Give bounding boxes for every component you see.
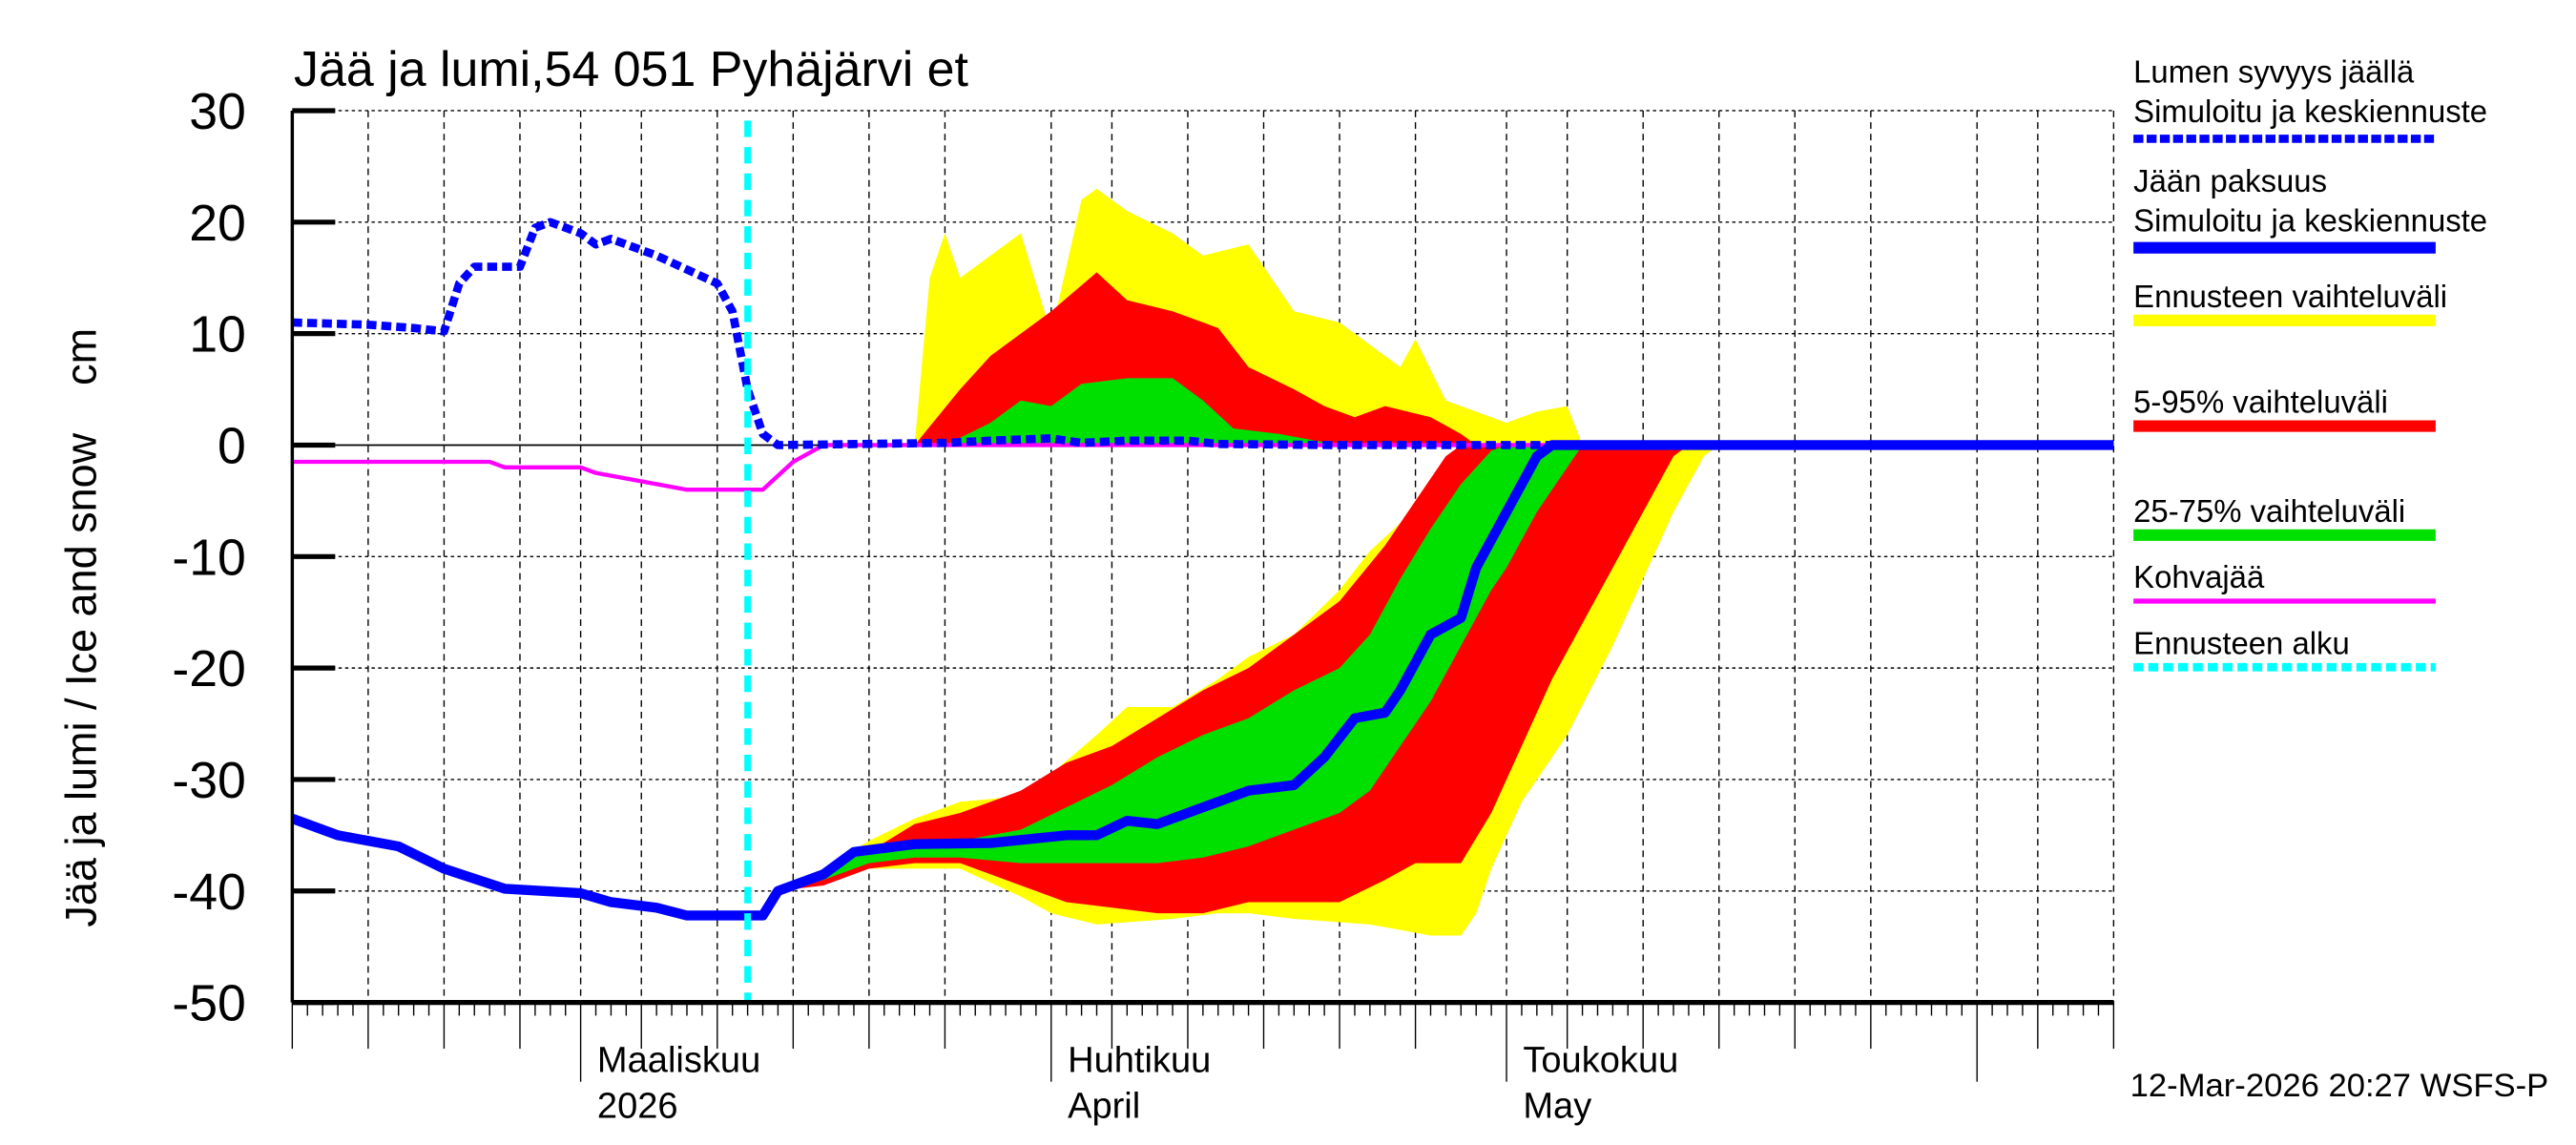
chart-title: Jää ja lumi,54 051 Pyhäjärvi et: [294, 42, 968, 97]
x-month-label: Toukokuu: [1523, 1040, 1678, 1080]
bands: [778, 188, 1719, 936]
y-tick-label: -20: [172, 640, 246, 697]
x-month-label: Maaliskuu: [597, 1040, 760, 1080]
y-tick-label: -40: [172, 864, 246, 921]
legend-label: 25-75% vaihteluväli: [2133, 493, 2405, 529]
snow-range-5-95-band: [914, 272, 1477, 446]
y-tick-label: 30: [189, 83, 246, 140]
ice-thickness-line: [290, 440, 2114, 921]
footer-timestamp: 12-Mar-2026 20:27 WSFS-P: [2130, 1068, 2549, 1104]
y-axis-label: Jää ja lumi / Ice and snow cm: [56, 328, 105, 927]
legend-label: Simuloitu ja keskiennuste: [2133, 202, 2487, 238]
y-tick-label: -10: [172, 529, 246, 586]
x-year-label: May: [1523, 1087, 1591, 1127]
ice-range-25-75-band: [793, 445, 1583, 889]
y-tick-label: 20: [189, 195, 246, 252]
legend-label: Jään paksuus: [2133, 163, 2327, 198]
legend-label: Simuloitu ja keskiennuste: [2133, 94, 2487, 129]
legend-label: Ennusteen vaihteluväli: [2133, 279, 2447, 314]
legend-label: Lumen syvyys jäällä: [2133, 54, 2415, 90]
x-year-label: 2026: [597, 1087, 678, 1127]
y-tick-label: -50: [172, 975, 246, 1032]
legend-label: Ennusteen alku: [2133, 625, 2350, 660]
axes: -50 -40 -30 -20 -10 0 10 20 30 Maaliskuu 2026 Huhti…: [172, 83, 2115, 1127]
legend-label: Kohvajää: [2133, 559, 2265, 594]
y-tick-label: -30: [172, 752, 246, 809]
snow-depth-line: [292, 218, 2114, 449]
legend-label: 5-95% vaihteluväli: [2133, 385, 2388, 420]
slush-ice-line: [292, 443, 2114, 492]
y-tick-label: 10: [189, 306, 246, 364]
lines: [290, 120, 2114, 1003]
x-month-label: Huhtikuu: [1068, 1040, 1211, 1080]
snow-range-25-75-band: [945, 378, 1340, 446]
legend: Lumen syvyys jäällä Simuloitu ja keskienn…: [2133, 54, 2487, 672]
x-year-label: April: [1068, 1087, 1140, 1127]
y-tick-label: 0: [218, 418, 246, 475]
